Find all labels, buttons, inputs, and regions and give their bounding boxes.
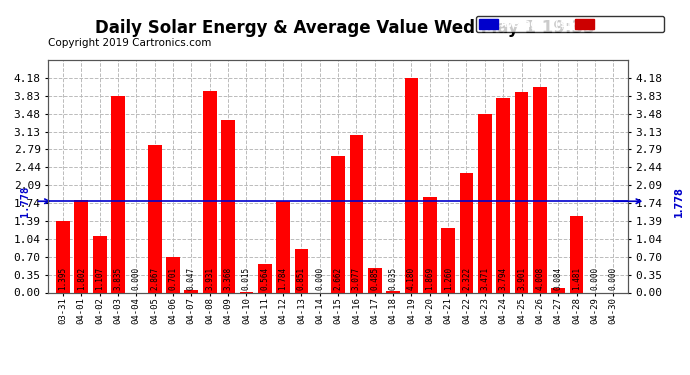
Text: 3.077: 3.077 xyxy=(352,267,361,290)
Bar xyxy=(368,268,382,292)
Text: 1.869: 1.869 xyxy=(425,267,434,290)
Text: 2.322: 2.322 xyxy=(462,267,471,290)
Text: 0.035: 0.035 xyxy=(388,267,397,290)
Bar xyxy=(496,98,510,292)
Text: 1.784: 1.784 xyxy=(279,267,288,290)
Bar xyxy=(478,114,492,292)
Bar xyxy=(111,96,125,292)
Text: 1.107: 1.107 xyxy=(95,267,104,290)
Bar xyxy=(203,91,217,292)
Text: 0.015: 0.015 xyxy=(242,267,251,290)
Legend: Average  ($), Daily   ($): Average ($), Daily ($) xyxy=(476,16,664,32)
Bar xyxy=(442,228,455,292)
Text: 0.851: 0.851 xyxy=(297,267,306,290)
Bar xyxy=(460,173,473,292)
Text: 0.000: 0.000 xyxy=(315,267,324,290)
Bar xyxy=(258,264,272,292)
Bar xyxy=(184,290,198,292)
Text: 2.662: 2.662 xyxy=(333,267,343,290)
Bar xyxy=(423,196,437,292)
Text: 0.047: 0.047 xyxy=(187,267,196,290)
Text: 1.802: 1.802 xyxy=(77,267,86,290)
Text: 4.008: 4.008 xyxy=(535,267,544,290)
Bar xyxy=(75,200,88,292)
Text: 3.471: 3.471 xyxy=(480,267,489,290)
Text: Copyright 2019 Cartronics.com: Copyright 2019 Cartronics.com xyxy=(48,38,212,48)
Text: 3.901: 3.901 xyxy=(517,267,526,290)
Bar xyxy=(148,146,161,292)
Bar xyxy=(350,135,364,292)
Text: 4.180: 4.180 xyxy=(407,267,416,290)
Text: 1.778: 1.778 xyxy=(0,186,2,217)
Bar xyxy=(404,78,418,292)
Bar xyxy=(56,221,70,292)
Text: 0.485: 0.485 xyxy=(371,267,380,290)
Text: 0.000: 0.000 xyxy=(609,267,618,290)
Bar xyxy=(386,291,400,292)
Text: 0.000: 0.000 xyxy=(591,267,600,290)
Text: 3.835: 3.835 xyxy=(113,267,123,290)
Bar xyxy=(166,256,180,292)
Bar xyxy=(221,120,235,292)
Bar xyxy=(92,236,106,292)
Text: 0.084: 0.084 xyxy=(553,267,563,290)
Text: 1.260: 1.260 xyxy=(444,267,453,290)
Bar xyxy=(570,216,584,292)
Text: 1.778: 1.778 xyxy=(674,186,684,217)
Bar xyxy=(331,156,345,292)
Text: 0.000: 0.000 xyxy=(132,267,141,290)
Bar xyxy=(533,87,546,292)
Text: 1.395: 1.395 xyxy=(59,267,68,290)
Text: 1.481: 1.481 xyxy=(572,267,581,290)
Text: Daily Solar Energy & Average Value Wed May 1 19:33: Daily Solar Energy & Average Value Wed M… xyxy=(95,19,595,37)
Text: 3.931: 3.931 xyxy=(205,267,214,290)
Text: 2.867: 2.867 xyxy=(150,267,159,290)
Text: 0.564: 0.564 xyxy=(260,267,269,290)
Bar xyxy=(551,288,565,292)
Text: 0.701: 0.701 xyxy=(168,267,177,290)
Text: 3.368: 3.368 xyxy=(224,267,233,290)
Text: 3.794: 3.794 xyxy=(499,267,508,290)
Text: 1.778: 1.778 xyxy=(20,186,30,217)
Bar xyxy=(295,249,308,292)
Bar xyxy=(276,201,290,292)
Bar xyxy=(515,92,529,292)
